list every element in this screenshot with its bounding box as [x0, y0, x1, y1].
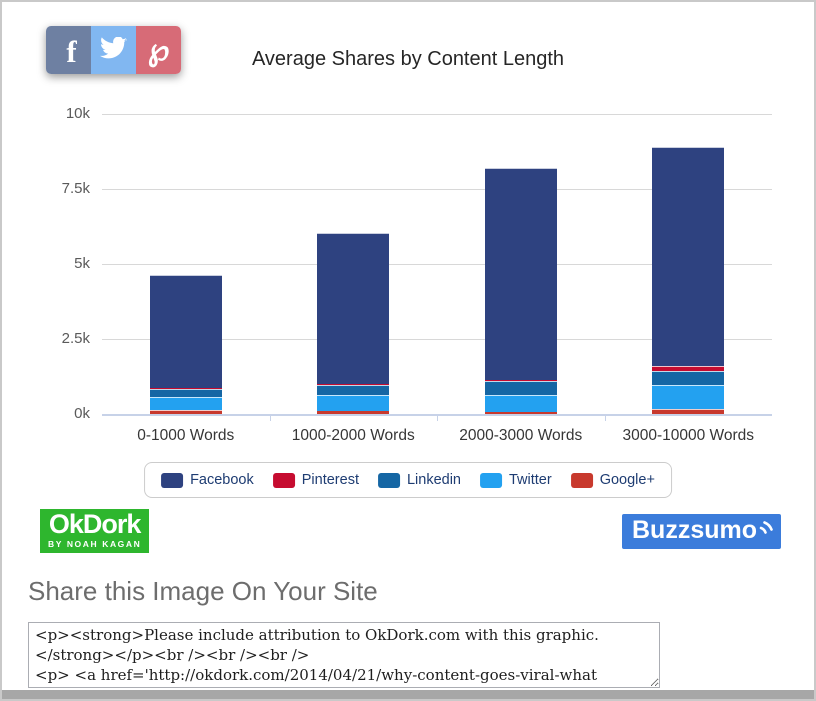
legend-swatch [161, 472, 184, 488]
embed-code-textarea[interactable]: <p><strong>Please include attribution to… [28, 622, 660, 688]
legend-label: Twitter [509, 472, 552, 488]
x-axis-tick [269, 414, 271, 421]
bar-segment-googleplus [484, 412, 557, 414]
bar-segment-twitter [484, 395, 557, 412]
twitter-bird-icon [100, 36, 128, 63]
buzzsumo-signal-icon [757, 512, 773, 542]
bar-3000-10000-words [652, 147, 725, 414]
buzzsumo-logo: Buzzsumo [622, 514, 781, 549]
bar-0-1000-words [149, 275, 222, 414]
gridline [102, 114, 772, 115]
chart-title: Average Shares by Content Length [251, 48, 565, 70]
legend-label: Linkedin [406, 472, 461, 488]
bar-segment-googleplus [149, 410, 222, 414]
x-axis-label: 3000-10000 Words [622, 427, 755, 444]
gridline [102, 339, 772, 340]
bar-1000-2000-words [317, 233, 390, 414]
bar-segment-linkedin [652, 371, 725, 385]
bar-segment-linkedin [317, 385, 390, 395]
bar-segment-twitter [652, 385, 725, 409]
facebook-f-icon: f [66, 34, 77, 69]
bar-segment-pinterest [652, 366, 725, 371]
pinterest-share-button[interactable]: ℘ [136, 26, 181, 74]
okdork-logo: OkDork BY NOAH KAGAN [40, 509, 150, 553]
legend-label: Pinterest [301, 472, 359, 488]
okdork-logo-subtitle: BY NOAH KAGAN [48, 539, 142, 549]
x-axis-label: 2000-3000 Words [459, 427, 583, 444]
legend-item-twitter: Twitter [480, 472, 552, 488]
bar-segment-facebook [149, 275, 222, 388]
bar-segment-pinterest [149, 388, 222, 389]
x-axis-tick [604, 414, 606, 421]
bar-segment-twitter [317, 395, 390, 411]
legend-swatch [272, 472, 295, 488]
bar-2000-3000-words [484, 168, 557, 414]
bar-segment-googleplus [652, 409, 725, 414]
bar-segment-pinterest [317, 384, 390, 385]
y-axis-tick-label: 5k [74, 255, 90, 272]
gridline [102, 264, 772, 265]
legend-swatch [377, 472, 400, 488]
y-axis-tick-label: 10k [65, 105, 90, 122]
x-axis-label: 0-1000 Words [137, 427, 235, 444]
window-bottom-edge [2, 690, 814, 699]
y-axis-tick-label: 2.5k [61, 330, 90, 347]
bar-segment-facebook [652, 147, 725, 366]
plot-area [102, 114, 772, 421]
legend-item-googleplus: Google+ [570, 472, 655, 488]
legend-label: Google+ [599, 472, 655, 488]
bar-segment-facebook [317, 233, 390, 384]
legend-label: Facebook [190, 472, 254, 488]
okdork-logo-title: OkDork [48, 509, 142, 539]
bar-segment-googleplus [317, 411, 390, 414]
bar-segment-facebook [484, 168, 557, 380]
twitter-share-button[interactable] [91, 26, 136, 74]
y-axis-tick-label: 0k [74, 405, 90, 422]
pinterest-p-icon: ℘ [147, 32, 170, 68]
x-axis-labels: 0-1000 Words 1000-2000 Words 2000-3000 Wor… [2, 426, 814, 470]
y-axis-tick-label: 7.5k [61, 180, 90, 197]
legend-item-pinterest: Pinterest [272, 472, 359, 488]
bar-segment-linkedin [484, 381, 557, 395]
bar-segment-pinterest [484, 380, 557, 381]
social-share-buttons: f ℘ [46, 26, 181, 74]
legend-item-facebook: Facebook [161, 472, 254, 488]
buzzsumo-logo-text: Buzzsumo [632, 515, 773, 545]
x-axis-label: 1000-2000 Words [291, 427, 415, 444]
facebook-share-button[interactable]: f [46, 26, 91, 74]
legend-item-linkedin: Linkedin [377, 472, 461, 488]
gridline [102, 189, 772, 190]
legend-swatch [570, 472, 593, 488]
chart-legend: Facebook Pinterest Linkedin Twitter Google+ [144, 462, 672, 498]
share-section-heading: Share this Image On Your Site [28, 576, 378, 606]
legend-swatch [480, 472, 502, 488]
chart-region: 10k 7.5k 5k 2.5k 0k [32, 105, 772, 422]
bar-segment-linkedin [149, 389, 222, 397]
bar-segment-twitter [149, 397, 222, 410]
x-axis-tick [437, 414, 438, 421]
